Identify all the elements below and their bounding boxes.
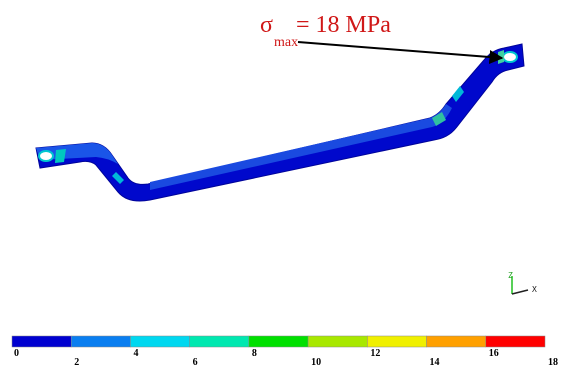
z-label: Z <box>508 271 513 280</box>
bracket <box>36 44 524 201</box>
colorbar-tick-label: 10 <box>311 357 321 367</box>
colorbar-segment <box>71 336 130 347</box>
colorbar-segment <box>12 336 71 347</box>
colorbar-tick-label: 6 <box>193 357 198 367</box>
colorbar-tick-label: 12 <box>370 348 380 359</box>
annotation-arrow <box>298 42 502 58</box>
colorbar-tick-label: 0 <box>14 348 19 359</box>
fea-view: σ max = 18 MPa Z X 0 2 4 6 8 10 12 14 16 18 <box>0 0 570 367</box>
axis-triad: Z X <box>508 271 537 294</box>
colorbar-tick-label: 8 <box>252 348 257 359</box>
annotation-symbol: σ <box>260 12 273 38</box>
colorbar-segment <box>367 336 426 347</box>
annotation-text: = 18 MPa <box>296 12 391 38</box>
colorbar-segment <box>249 336 308 347</box>
colorbar-segment <box>486 336 545 347</box>
colorbar-tick-label: 4 <box>133 348 138 359</box>
x-label: X <box>532 285 537 294</box>
colorbar-tick-label: 2 <box>74 357 79 367</box>
colorbar-segment <box>427 336 486 347</box>
page: σ max = 18 MPa Z X 024681012141618 (() =… <box>0 0 570 367</box>
colorbar-tick-label: 14 <box>430 357 440 367</box>
annotation: σ max = 18 MPa <box>260 12 502 58</box>
colorbar: 0 2 4 6 8 10 12 14 16 18 <box>12 336 558 367</box>
colorbar-segment <box>190 336 249 347</box>
colorbar-tick-label: 16 <box>489 348 499 359</box>
annotation-subscript: max <box>274 35 298 50</box>
x-axis <box>512 290 528 294</box>
colorbar-tick-label: 18 <box>548 357 558 367</box>
colorbar-segment <box>308 336 367 347</box>
colorbar-segment <box>130 336 189 347</box>
